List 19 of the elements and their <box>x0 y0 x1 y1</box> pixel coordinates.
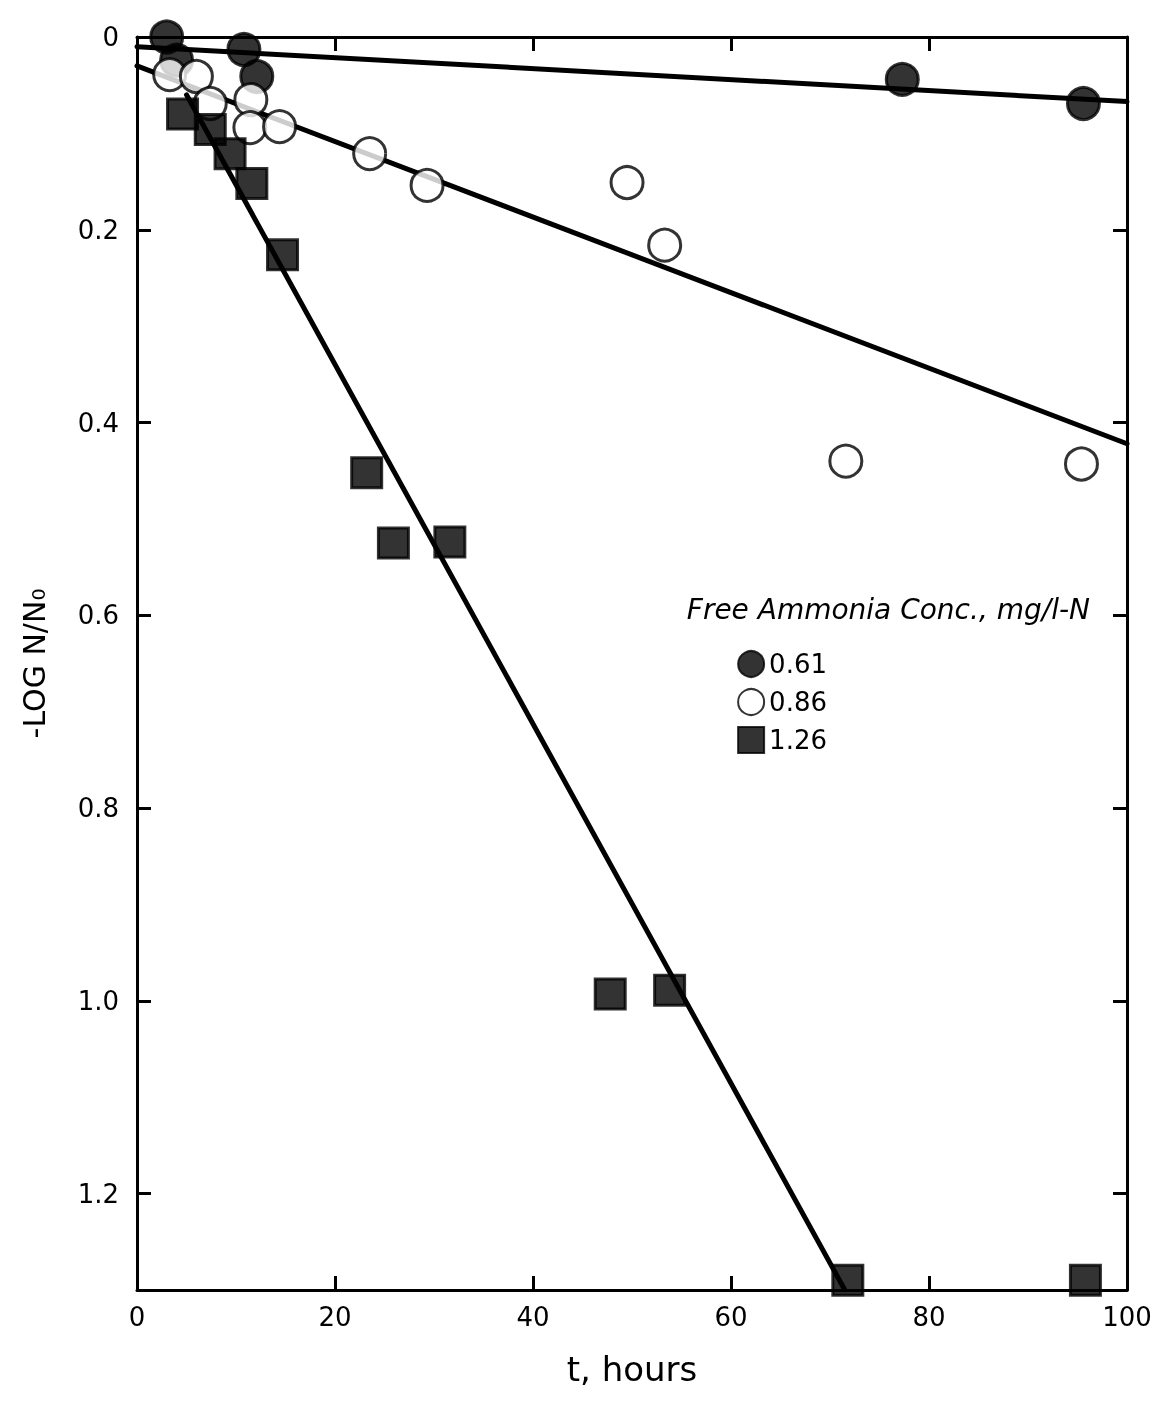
x-tick-label: 0 <box>128 1302 146 1332</box>
y-tick-label: 0 <box>102 22 119 52</box>
legend-label: 0.61 <box>769 649 827 679</box>
y-tick-label: 0.8 <box>77 793 119 824</box>
x-axis-title: t, hours <box>566 1349 698 1389</box>
x-tick-label: 60 <box>714 1302 748 1332</box>
legend-label: 1.26 <box>769 725 827 755</box>
y-tick-label: 1.0 <box>77 985 119 1016</box>
x-tick-label: 80 <box>912 1302 946 1332</box>
legend-title: Free Ammonia Conc., mg/l-N <box>686 592 1091 626</box>
y-tick-label: 0.4 <box>77 407 119 438</box>
y-tick-label: 0.2 <box>77 214 119 245</box>
y-tick-label: 1.2 <box>77 1178 119 1209</box>
legend-label: 0.86 <box>769 687 827 717</box>
y-axis-title: -LOG N/N₀ <box>16 588 52 739</box>
x-tick-label: 100 <box>1102 1302 1152 1332</box>
x-tick-label: 40 <box>516 1302 550 1332</box>
y-tick-label: 0.6 <box>77 600 119 631</box>
x-tick-label: 20 <box>318 1302 352 1332</box>
